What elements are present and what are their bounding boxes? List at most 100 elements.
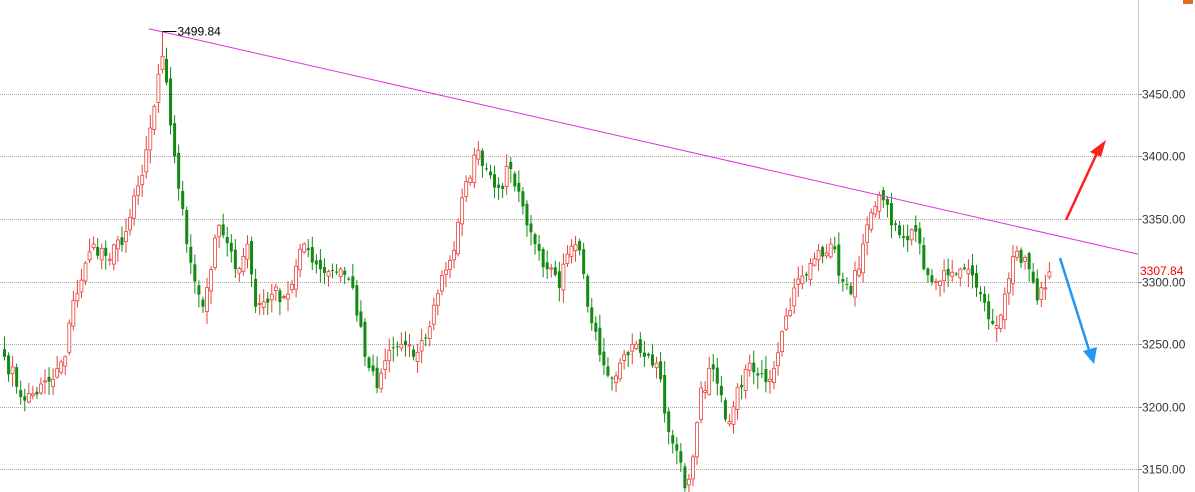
candle-down bbox=[197, 280, 201, 308]
candle-up bbox=[808, 258, 813, 286]
candle-down bbox=[335, 264, 339, 275]
candle-up bbox=[780, 330, 784, 357]
candle-body bbox=[816, 249, 821, 261]
candle-body bbox=[359, 311, 363, 327]
candle-body bbox=[266, 298, 270, 303]
candle-down bbox=[723, 397, 727, 422]
candle-up bbox=[1043, 274, 1048, 301]
candle-down bbox=[752, 350, 756, 385]
candle-body bbox=[926, 268, 930, 276]
candle-body bbox=[642, 352, 646, 357]
candle-up bbox=[338, 266, 343, 283]
candle-body bbox=[606, 366, 610, 376]
candle-up bbox=[30, 385, 35, 400]
candle-down bbox=[804, 271, 808, 282]
peak-annotation: 3499.84 bbox=[162, 24, 221, 38]
candle-body bbox=[460, 197, 465, 225]
candle-body bbox=[318, 259, 322, 270]
candle-body bbox=[1023, 256, 1027, 262]
candle-down bbox=[667, 408, 671, 445]
candle-down bbox=[594, 316, 598, 341]
candle-body bbox=[39, 383, 43, 394]
candle-body bbox=[946, 269, 950, 276]
candle-down bbox=[926, 267, 930, 283]
candle-up bbox=[261, 289, 266, 315]
candle-down bbox=[760, 360, 764, 378]
candle-down bbox=[493, 165, 497, 199]
candle-up bbox=[472, 147, 477, 189]
candle-down bbox=[557, 261, 561, 302]
candle-body bbox=[59, 361, 64, 373]
candle-down bbox=[930, 269, 934, 286]
candle-body bbox=[885, 199, 889, 205]
candle-down bbox=[610, 376, 614, 391]
candle-down bbox=[201, 296, 205, 313]
candle-up bbox=[796, 266, 801, 298]
candle-body bbox=[322, 267, 326, 273]
candle-body bbox=[51, 378, 55, 387]
candle-down bbox=[841, 272, 845, 292]
candle-up bbox=[111, 243, 116, 271]
candle-up bbox=[934, 278, 938, 291]
candle-up bbox=[257, 293, 262, 316]
candle-down bbox=[970, 253, 974, 289]
candle-down bbox=[424, 333, 428, 347]
candle-down bbox=[221, 213, 225, 239]
candle-body bbox=[784, 315, 789, 330]
candle-down bbox=[104, 240, 108, 270]
candle-up bbox=[286, 281, 290, 312]
candle-down bbox=[193, 254, 197, 294]
candle-up bbox=[63, 355, 68, 375]
candle-down bbox=[250, 236, 254, 287]
candle-body bbox=[909, 229, 914, 241]
resistance-trendline bbox=[148, 28, 1139, 255]
candle-body bbox=[96, 247, 100, 256]
candle-down bbox=[675, 437, 679, 465]
candle-body bbox=[10, 366, 15, 375]
candle-body bbox=[853, 270, 857, 298]
y-tick-label: 3400.00 bbox=[1142, 150, 1186, 164]
candle-body bbox=[501, 185, 505, 189]
candle-body bbox=[942, 270, 946, 282]
candle-up bbox=[294, 259, 299, 298]
candle-body bbox=[1011, 256, 1015, 284]
candle-down bbox=[845, 277, 849, 290]
candle-body bbox=[489, 171, 492, 176]
candle-body bbox=[254, 278, 258, 307]
candle-up bbox=[156, 64, 161, 114]
candle-body bbox=[140, 174, 145, 186]
candle-up bbox=[217, 223, 222, 249]
candle-up bbox=[144, 136, 149, 179]
candle-body bbox=[614, 375, 618, 384]
candle-body bbox=[610, 377, 614, 379]
candle-body bbox=[237, 268, 242, 274]
candle-up bbox=[812, 252, 817, 267]
candle-down bbox=[169, 67, 173, 135]
candle-up bbox=[998, 313, 1003, 333]
candle-body bbox=[569, 245, 574, 258]
candle-down bbox=[509, 157, 513, 183]
candle-body bbox=[278, 290, 282, 302]
candle-up bbox=[460, 188, 465, 237]
candle-up bbox=[273, 283, 278, 301]
candle-down bbox=[946, 258, 950, 288]
candle-up bbox=[107, 252, 112, 266]
candle-down bbox=[914, 215, 918, 243]
candle-down bbox=[541, 247, 545, 278]
candle-body bbox=[476, 149, 481, 160]
candle-body bbox=[902, 236, 906, 238]
candle-body bbox=[962, 267, 966, 270]
candle-down bbox=[740, 375, 744, 400]
candle-body bbox=[719, 385, 723, 396]
candle-down bbox=[671, 429, 675, 454]
candle-body bbox=[355, 285, 359, 316]
candle-up bbox=[456, 218, 461, 257]
candle-body bbox=[225, 236, 229, 244]
candle-body bbox=[998, 314, 1003, 329]
candle-body bbox=[452, 249, 456, 261]
candle-up bbox=[435, 289, 440, 316]
candle-body bbox=[808, 262, 813, 281]
candle-body bbox=[598, 327, 602, 355]
candle-down bbox=[347, 276, 351, 281]
candle-body bbox=[107, 258, 112, 261]
